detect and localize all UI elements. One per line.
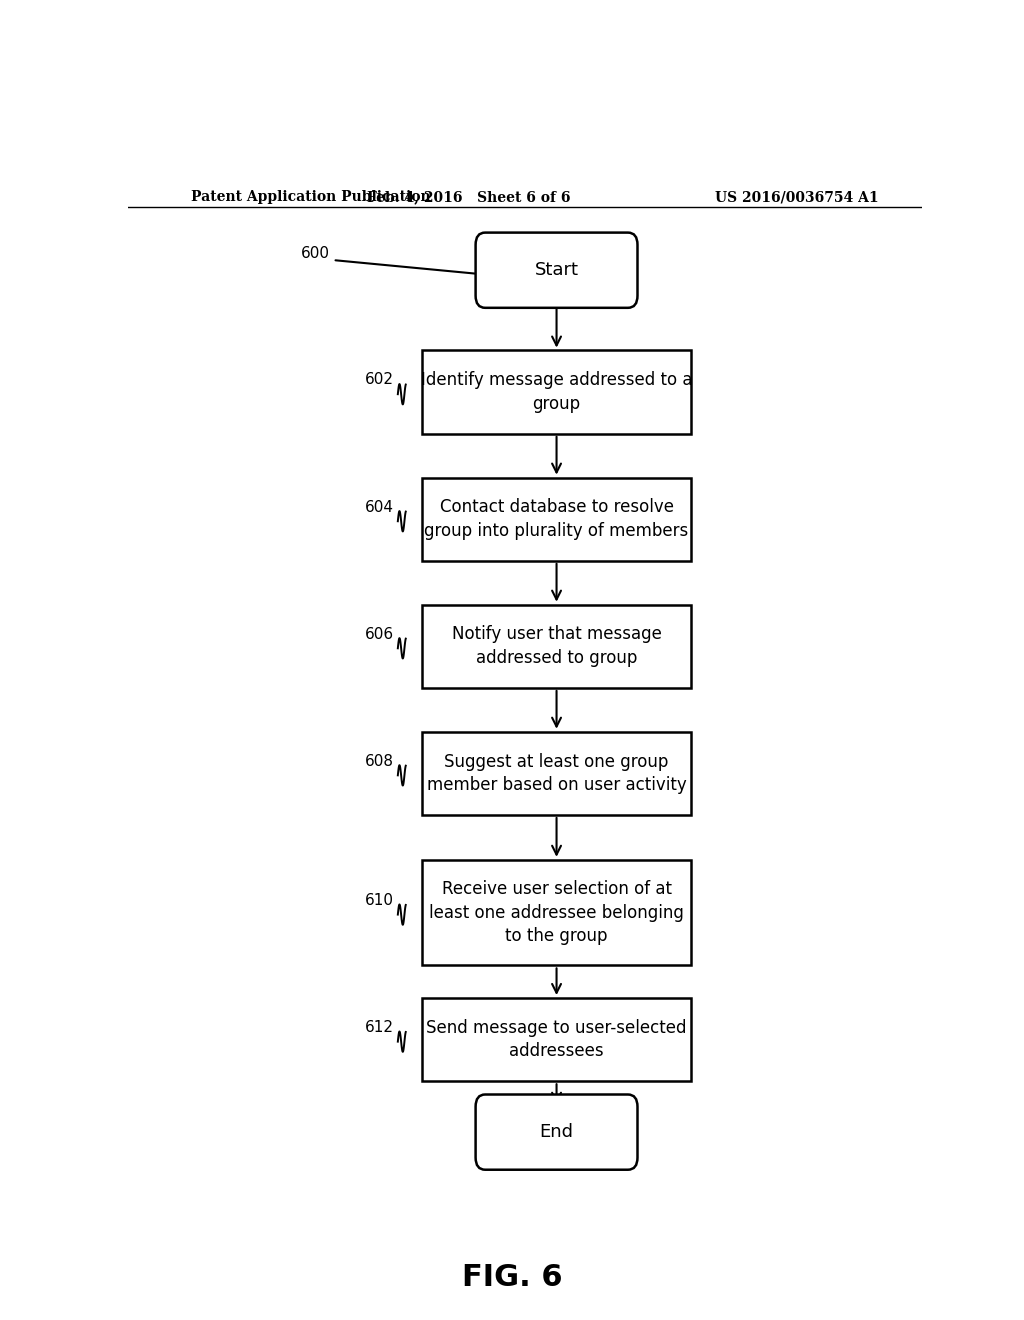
Text: Notify user that message
addressed to group: Notify user that message addressed to gr… (452, 626, 662, 667)
Bar (422, 351, 691, 434)
Bar (422, 859, 691, 965)
Text: Suggest at least one group
member based on user activity: Suggest at least one group member based … (427, 752, 686, 795)
Text: 600: 600 (301, 247, 331, 261)
Text: 608: 608 (365, 754, 394, 768)
Text: Feb. 4, 2016   Sheet 6 of 6: Feb. 4, 2016 Sheet 6 of 6 (368, 190, 571, 205)
Text: 606: 606 (365, 627, 394, 642)
Bar (422, 605, 691, 688)
Bar (422, 731, 691, 814)
Text: 602: 602 (365, 372, 394, 388)
FancyBboxPatch shape (475, 1094, 638, 1170)
Text: 604: 604 (365, 499, 394, 515)
FancyBboxPatch shape (475, 232, 638, 308)
Text: US 2016/0036754 A1: US 2016/0036754 A1 (715, 190, 879, 205)
Text: Contact database to resolve
group into plurality of members: Contact database to resolve group into p… (424, 499, 689, 540)
Text: Patent Application Publication: Patent Application Publication (191, 190, 431, 205)
Text: Start: Start (535, 261, 579, 280)
Text: 610: 610 (365, 892, 394, 908)
Text: FIG. 6: FIG. 6 (462, 1263, 562, 1292)
Text: 612: 612 (365, 1020, 394, 1035)
Text: End: End (540, 1123, 573, 1140)
Bar (422, 998, 691, 1081)
Text: Receive user selection of at
least one addressee belonging
to the group: Receive user selection of at least one a… (429, 880, 684, 945)
Text: Send message to user-selected
addressees: Send message to user-selected addressees (426, 1019, 687, 1060)
Bar (422, 478, 691, 561)
Text: Identify message addressed to a
group: Identify message addressed to a group (421, 371, 692, 413)
